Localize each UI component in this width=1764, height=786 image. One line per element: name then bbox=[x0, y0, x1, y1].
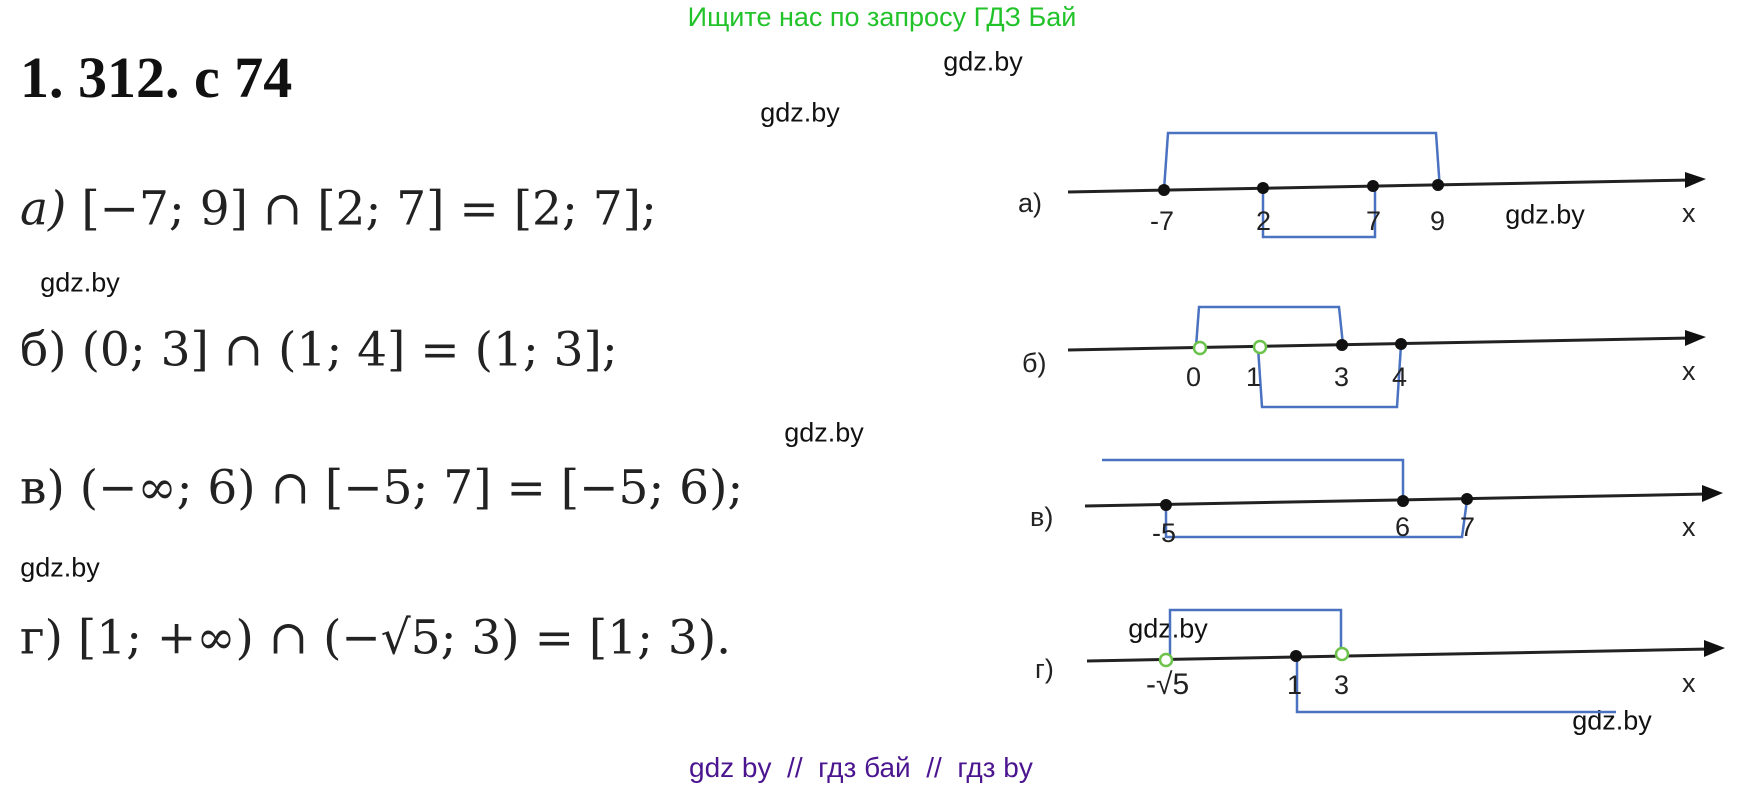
footer-watermark: gdz by // гдз бай // гдз by bbox=[689, 752, 1033, 783]
point bbox=[1367, 180, 1379, 192]
point bbox=[1432, 179, 1444, 191]
arrow-icon bbox=[1685, 330, 1706, 346]
axis-line bbox=[1067, 336, 1693, 352]
point bbox=[1252, 339, 1268, 355]
tick-label: -√5 bbox=[1146, 668, 1189, 701]
number-line-b: б) x 0 1 3 4 bbox=[1022, 305, 1706, 409]
interval-bracket bbox=[1168, 608, 1343, 660]
axis-line bbox=[1067, 178, 1693, 194]
interval-bracket bbox=[1164, 499, 1469, 539]
axis-line bbox=[1086, 647, 1711, 663]
equation-text: [1; +∞) ∩ (−√5; 3) = [1; 3). bbox=[77, 610, 732, 666]
interval-bracket bbox=[1261, 186, 1377, 239]
arrow-icon bbox=[1702, 485, 1723, 502]
watermark: gdz.by bbox=[1128, 613, 1208, 644]
watermark: gdz.by bbox=[1505, 199, 1585, 230]
tick-label: 9 bbox=[1430, 206, 1445, 236]
number-line-g: г) x -√5 1 3 bbox=[1035, 608, 1725, 714]
arrow-icon bbox=[1704, 640, 1725, 657]
tick-label: 3 bbox=[1334, 362, 1349, 392]
interval-bracket bbox=[1256, 344, 1403, 409]
equation-a: а) [−7; 9] ∩ [2; 7] = [2; 7]; bbox=[20, 182, 657, 237]
equation-letter: б) bbox=[20, 322, 67, 378]
equation-letter: г) bbox=[20, 610, 63, 666]
number-line-v: в) x -5 6 7 bbox=[1030, 458, 1723, 548]
point bbox=[1158, 652, 1174, 668]
point bbox=[1461, 493, 1473, 505]
equation-letter: а) bbox=[20, 181, 67, 237]
tick-label: -5 bbox=[1152, 518, 1176, 548]
point bbox=[1395, 338, 1407, 350]
watermark: gdz.by bbox=[40, 267, 120, 298]
equation-text: (−∞; 6) ∩ [−5; 7] = [−5; 6); bbox=[79, 460, 744, 516]
watermark: gdz.by bbox=[760, 97, 840, 128]
point bbox=[1192, 340, 1208, 356]
number-line-a: а) x -7 2 7 9 bbox=[1018, 131, 1706, 239]
watermark: gdz.by bbox=[20, 552, 100, 583]
tick-label: 1 bbox=[1287, 670, 1302, 700]
watermark: gdz.by bbox=[943, 46, 1023, 77]
line-label: в) bbox=[1030, 502, 1053, 532]
tick-label: 7 bbox=[1366, 206, 1381, 236]
line-label: г) bbox=[1035, 654, 1054, 684]
line-label: а) bbox=[1018, 188, 1042, 218]
point bbox=[1158, 184, 1170, 196]
tick-label: 1 bbox=[1246, 362, 1261, 392]
tick-label: 3 bbox=[1334, 670, 1349, 700]
interval-bracket bbox=[1102, 458, 1405, 500]
axis-label: x bbox=[1682, 668, 1696, 698]
tick-label: 7 bbox=[1460, 512, 1475, 542]
interval-bracket bbox=[1194, 305, 1345, 348]
tick-label: 4 bbox=[1392, 362, 1407, 392]
watermark: gdz.by bbox=[784, 417, 864, 448]
exercise-title: 1. 312. с 74 bbox=[20, 45, 293, 110]
axis-label: x bbox=[1682, 512, 1696, 542]
tick-label: 6 bbox=[1395, 512, 1410, 542]
point bbox=[1334, 646, 1350, 662]
point bbox=[1160, 499, 1172, 511]
arrow-icon bbox=[1685, 172, 1706, 188]
axis-label: x bbox=[1682, 356, 1696, 386]
point bbox=[1336, 339, 1348, 351]
interval-bracket bbox=[1162, 131, 1442, 191]
watermark: gdz.by bbox=[1572, 705, 1652, 736]
equation-v: в) (−∞; 6) ∩ [−5; 7] = [−5; 6); bbox=[20, 461, 743, 516]
equation-text: (0; 3] ∩ (1; 4] = (1; 3]; bbox=[81, 322, 618, 378]
line-label: б) bbox=[1022, 348, 1046, 378]
axis-label: x bbox=[1682, 198, 1696, 228]
axis-line bbox=[1084, 492, 1709, 508]
point bbox=[1257, 182, 1269, 194]
tick-label: -7 bbox=[1150, 206, 1174, 236]
tick-label: 0 bbox=[1186, 362, 1201, 392]
search-banner: Ищите нас по запросу ГДЗ Бай bbox=[687, 2, 1077, 32]
interval-bracket bbox=[1295, 656, 1616, 714]
equation-g: г) [1; +∞) ∩ (−√5; 3) = [1; 3). bbox=[20, 611, 731, 666]
equation-b: б) (0; 3] ∩ (1; 4] = (1; 3]; bbox=[20, 323, 618, 378]
equation-text: [−7; 9] ∩ [2; 7] = [2; 7]; bbox=[81, 181, 657, 237]
point bbox=[1290, 650, 1302, 662]
equation-letter: в) bbox=[20, 460, 65, 516]
tick-label: 2 bbox=[1256, 206, 1271, 236]
point bbox=[1397, 495, 1409, 507]
